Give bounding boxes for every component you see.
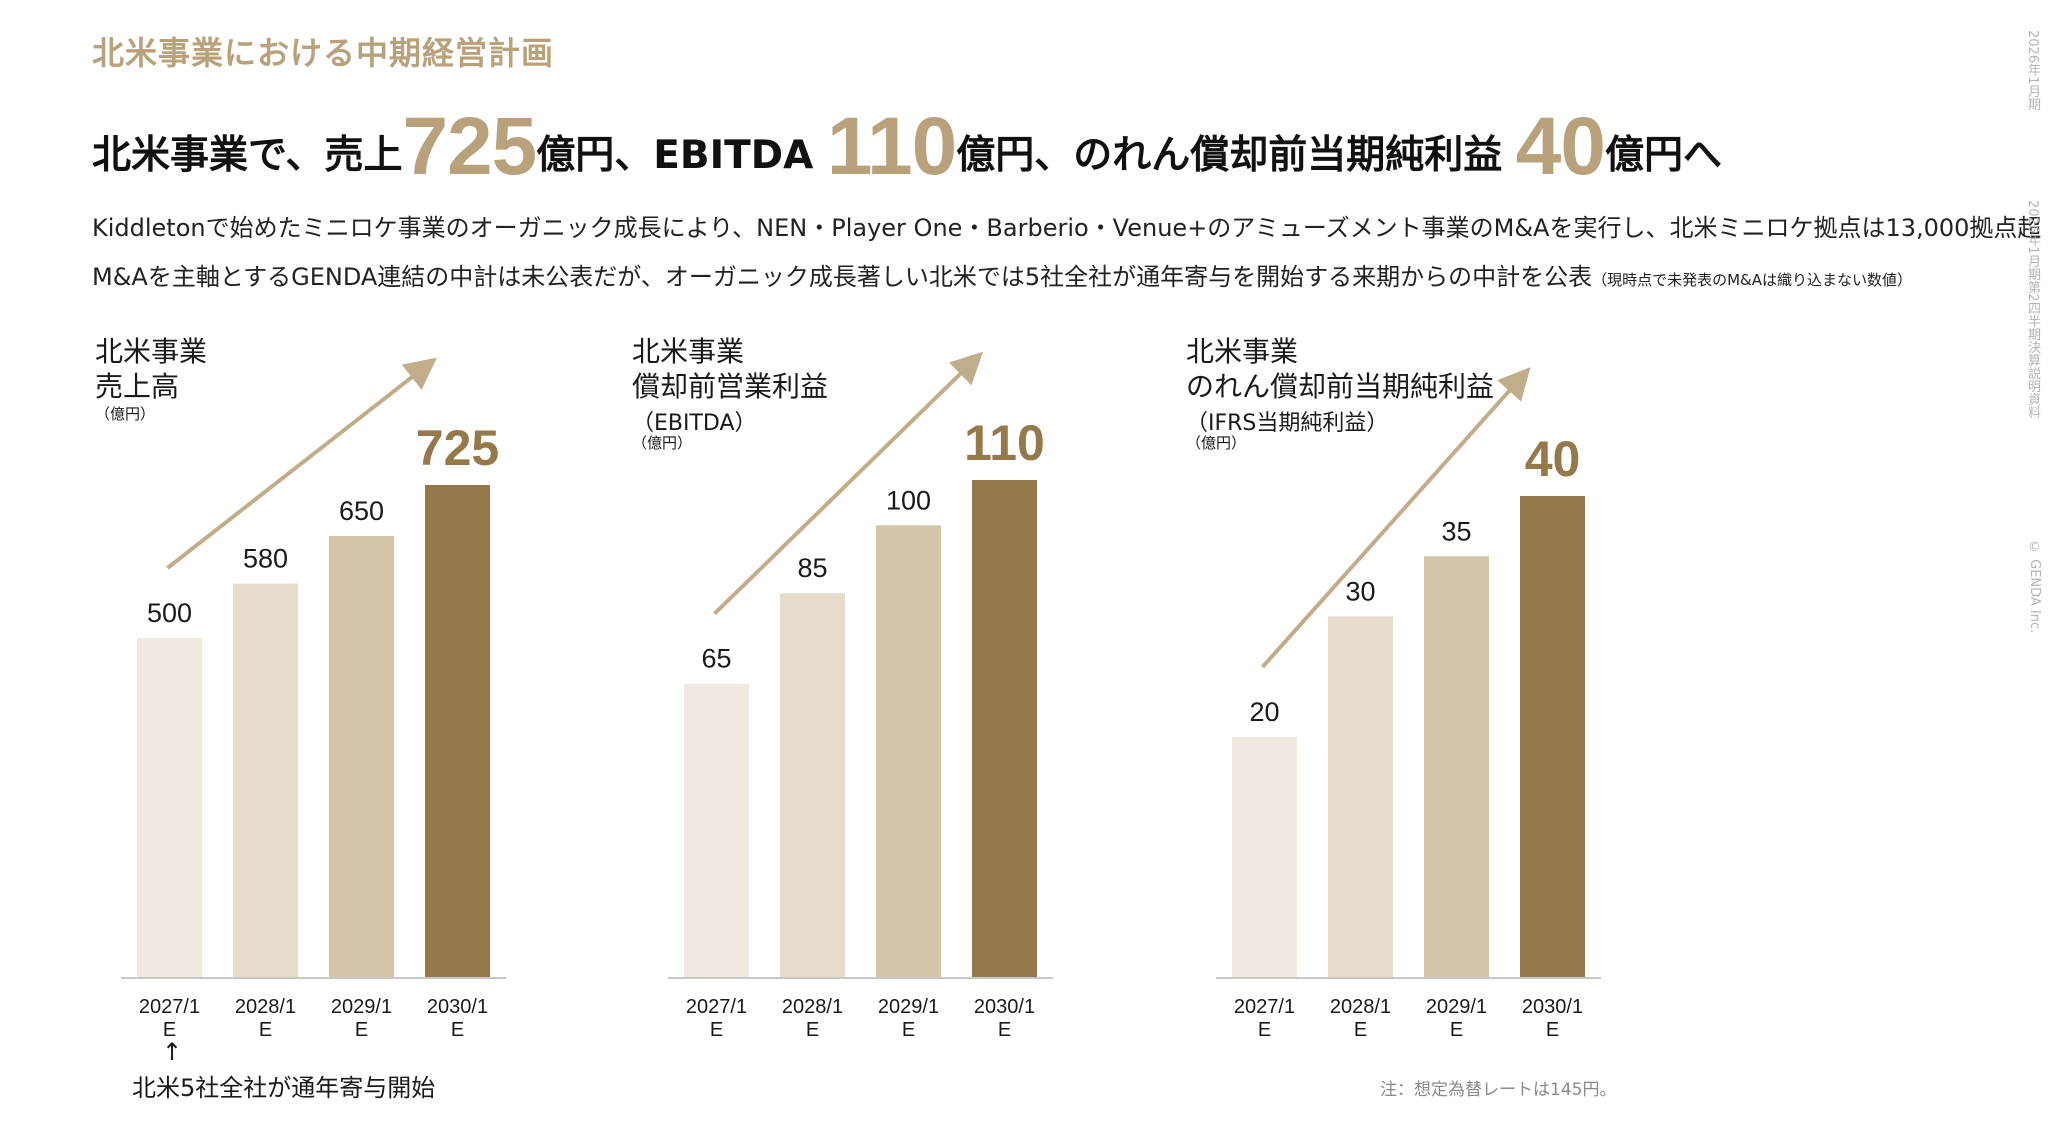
chart-3-title-line-2: のれん償却前当期純利益 [1186, 370, 1495, 403]
chart-1-category-suffix: E [451, 1019, 464, 1041]
chart-1-category-label: 2030/1 [427, 996, 488, 1018]
chart-2-bar [780, 593, 845, 978]
headline-ebitda-value: 110 [826, 101, 957, 192]
chart-2-category-label: 2029/1 [878, 996, 939, 1018]
chart-2-unit: （億円） [632, 434, 693, 452]
headline-text-3: 億円、のれん償却前当期純利益 [956, 133, 1516, 178]
chart-3-category-suffix: E [1546, 1019, 1559, 1041]
chart-1-category-suffix: E [355, 1019, 368, 1041]
chart-2-category-label: 2030/1 [974, 996, 1035, 1018]
chart-1-bar [329, 536, 394, 978]
headline: 北米事業で、売上725億円、EBITDA 110億円、のれん償却前当期純利益 4… [92, 100, 1992, 194]
chart-2-value-label: 85 [797, 553, 827, 583]
chart-2-category-suffix: E [998, 1019, 1011, 1041]
chart-2-value-label: 65 [701, 644, 731, 674]
chart-2-category-suffix: E [806, 1019, 819, 1041]
chart-3-bar [1232, 737, 1297, 978]
chart-1-category-suffix: E [259, 1019, 272, 1041]
section-title: 北米事業における中期経営計画 [92, 34, 555, 72]
chart-2-subtitle: （EBITDA） [632, 411, 757, 436]
side-text-copyright: © GENDA Inc. [2027, 540, 2042, 634]
chart-3-value-label: 35 [1441, 516, 1471, 546]
chart-3-value-label: 20 [1249, 697, 1279, 727]
chart-3-category-label: 2030/1 [1522, 996, 1583, 1018]
chart-2-value-label: 100 [886, 485, 931, 515]
chart-3-bar [1328, 616, 1393, 978]
chart-3-title: 北米事業 のれん償却前当期純利益 [1186, 334, 1494, 404]
chart-1-category-label: 2027/1 [139, 996, 200, 1018]
headline-text-4: 億円へ [1605, 133, 1723, 178]
chart-1-bar [233, 583, 298, 978]
bottom-note: 北米5社全社が通年寄与開始 [132, 1074, 436, 1102]
chart-1-value-label: 500 [147, 598, 192, 628]
chart-1-value-label: 650 [339, 496, 384, 526]
chart-3-category-label: 2028/1 [1330, 996, 1391, 1018]
chart-1-unit: （億円） [95, 405, 156, 423]
chart-3-title-line-1: 北米事業 [1186, 335, 1299, 368]
chart-3-value-label: 40 [1525, 431, 1581, 487]
chart-2-title-line-2: 償却前営業利益 [632, 370, 829, 403]
up-arrow-icon: ↑ [162, 1038, 183, 1066]
chart-2-bar [972, 480, 1037, 978]
chart-3-category-suffix: E [1450, 1019, 1463, 1041]
chart-3-trend-arrow [1261, 367, 1531, 669]
chart-1-value-label: 725 [416, 420, 499, 476]
headline-sales-value: 725 [402, 101, 537, 192]
chart-3-unit: （億円） [1186, 434, 1247, 452]
chart-2-title-line-1: 北米事業 [632, 335, 745, 368]
description-line-1: Kiddletonで始めたミニロケ事業のオーガニック成長により、NEN・Play… [92, 214, 2042, 242]
side-text-document: 2026年1月期第2四半期決算説明資料 [2025, 200, 2040, 419]
chart-2-value-label: 110 [964, 415, 1045, 471]
chart-1-bar [137, 638, 202, 978]
chart-3-bar [1520, 496, 1585, 978]
chart-2-category-suffix: E [902, 1019, 915, 1041]
chart-2-bar [876, 525, 941, 978]
chart-3-value-label: 30 [1345, 577, 1375, 607]
chart-2-category-label: 2028/1 [782, 996, 843, 1018]
chart-3-subtitle: （IFRS当期純利益） [1186, 411, 1389, 436]
chart-1-title-line-2: 売上高 [95, 370, 180, 403]
chart-2-category-label: 2027/1 [686, 996, 747, 1018]
chart-1-title: 北米事業 売上高 [95, 334, 207, 404]
chart-3-category-suffix: E [1258, 1019, 1271, 1041]
chart-3-category-label: 2029/1 [1426, 996, 1487, 1018]
chart-1-category-label: 2029/1 [331, 996, 392, 1018]
chart-2-category-suffix: E [710, 1019, 723, 1041]
chart-1-trend-arrow [166, 357, 437, 570]
chart-2-trend-arrow [713, 351, 984, 616]
chart-3-category-label: 2027/1 [1234, 996, 1295, 1018]
headline-text-2: 億円、EBITDA [536, 133, 827, 178]
description-line-2-note: （現時点で未発表のM&Aは織り込まない数値） [1592, 271, 1913, 289]
chart-3-category-suffix: E [1354, 1019, 1367, 1041]
side-text-period: 2026年1月期 [2025, 30, 2040, 111]
chart-1-title-line-1: 北米事業 [95, 335, 208, 368]
description-line-2: M&Aを主軸とするGENDA連結の中計は未公表だが、オーガニック成長著しい北米で… [92, 257, 2042, 292]
chart-1-value-label: 580 [243, 544, 288, 574]
chart-2-bar [684, 683, 749, 978]
description-line-2-text: M&Aを主軸とするGENDA連結の中計は未公表だが、オーガニック成長著しい北米で… [92, 263, 1593, 291]
footnote: 注：想定為替レートは145円。 [1380, 1080, 1617, 1100]
chart-1-bar [425, 485, 490, 978]
chart-3-bar [1424, 556, 1489, 978]
headline-netincome-value: 40 [1515, 101, 1606, 192]
chart-2-title: 北米事業 償却前営業利益 [632, 334, 828, 404]
chart-1-category-label: 2028/1 [235, 996, 296, 1018]
chart-1-category-suffix: E [163, 1019, 176, 1041]
headline-text-1: 北米事業で、売上 [92, 133, 403, 178]
